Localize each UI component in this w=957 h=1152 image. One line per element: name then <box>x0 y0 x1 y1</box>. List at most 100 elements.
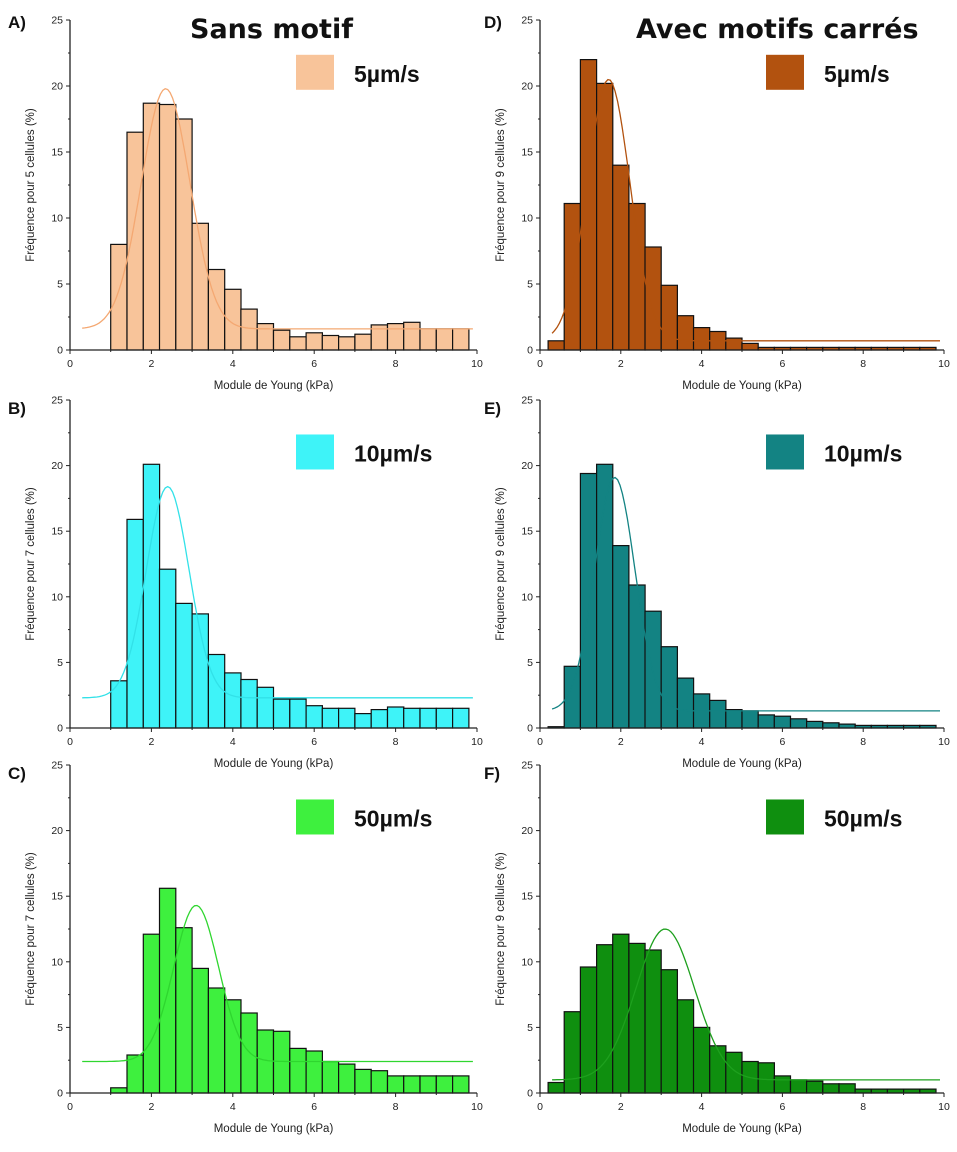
histogram-bar <box>692 327 711 351</box>
histogram-bar <box>126 1054 144 1094</box>
histogram-bar <box>595 82 614 351</box>
legend-swatch <box>296 54 334 90</box>
x-tick-label: 4 <box>230 736 236 748</box>
fit-curve <box>552 928 940 1081</box>
histogram-bar <box>644 246 662 351</box>
histogram-bar <box>403 1075 421 1094</box>
y-tick-label: 10 <box>521 956 533 968</box>
histogram-bar <box>240 1012 258 1094</box>
histogram-bar <box>386 1075 405 1094</box>
y-tick-label: 25 <box>51 760 63 772</box>
histogram-bar <box>289 1047 307 1094</box>
histogram-bar <box>158 103 177 351</box>
histogram-bar <box>644 949 662 1094</box>
x-axis-label: Module de Young (kPa) <box>682 1123 802 1135</box>
panel-label: C) <box>8 764 26 783</box>
y-tick-label: 25 <box>521 15 533 27</box>
histogram-bar <box>757 714 776 729</box>
x-axis-label: Module de Young (kPa) <box>682 758 802 770</box>
histogram-bar <box>789 1079 808 1094</box>
chart-panel-c: 0 5 10 15 20 25 0 2 4 6 8 10 Module de Young (kPa) Fr… <box>8 760 483 1136</box>
legend-swatch <box>766 799 804 835</box>
histogram-bar <box>660 646 679 729</box>
x-tick-label: 2 <box>148 358 154 370</box>
x-tick-label: 10 <box>471 736 483 748</box>
fit-curve <box>82 87 473 330</box>
histogram-bar <box>419 1075 437 1094</box>
histogram-bar <box>725 1051 743 1094</box>
y-tick-label: 25 <box>521 760 533 772</box>
histogram-bar <box>435 1075 454 1094</box>
histogram-bar <box>595 944 614 1094</box>
legend-label: 5µm/s <box>354 61 420 87</box>
x-tick-label: 0 <box>67 736 73 748</box>
x-tick-label: 2 <box>618 736 624 748</box>
histogram-bar <box>110 243 128 351</box>
histogram-bar <box>773 1075 792 1094</box>
y-tick-label: 5 <box>57 1022 63 1034</box>
panel-label: F) <box>484 764 500 783</box>
x-tick-label: 10 <box>938 358 950 370</box>
y-tick-label: 0 <box>527 345 533 357</box>
histogram-bar <box>207 987 226 1094</box>
x-tick-label: 8 <box>860 358 866 370</box>
fit-curve <box>551 78 940 342</box>
fit-curve <box>82 904 473 1063</box>
histogram-bar <box>386 706 405 729</box>
x-tick-label: 0 <box>67 1101 73 1113</box>
y-tick-label: 15 <box>521 891 533 903</box>
histogram-bar <box>822 722 840 729</box>
histogram-bar <box>547 1081 565 1094</box>
histogram-bar <box>305 705 324 729</box>
x-tick-label: 8 <box>393 358 399 370</box>
y-tick-label: 25 <box>521 395 533 407</box>
y-axis-label: Fréquence pour 5 cellules (%) <box>25 108 37 262</box>
x-tick-label: 10 <box>471 358 483 370</box>
histogram-bar <box>224 999 242 1094</box>
histogram-bar <box>321 1060 340 1094</box>
chart-panel-b: 0 5 10 15 20 25 0 2 4 6 8 10 Module de Young (kPa) Fr… <box>8 395 483 771</box>
histogram-bar <box>773 715 792 729</box>
x-tick-label: 2 <box>618 358 624 370</box>
histogram-bar <box>628 584 646 729</box>
column-title-avec-motifs: Avec motifs carrés <box>636 14 919 45</box>
legend-swatch <box>766 434 804 470</box>
y-tick-label: 5 <box>57 657 63 669</box>
histogram-bar <box>354 712 372 729</box>
histogram-bar <box>838 1083 856 1094</box>
chart-panel-d: 0 5 10 15 20 25 0 2 4 6 8 10 Module de Young (kPa) Fr… <box>484 13 950 392</box>
histogram-bar <box>175 602 193 729</box>
y-tick-label: 10 <box>51 591 63 603</box>
x-axis-label: Module de Young (kPa) <box>214 758 334 770</box>
histogram-bar <box>142 463 161 729</box>
histogram-bar <box>110 1087 128 1094</box>
y-tick-label: 25 <box>51 15 63 27</box>
histogram-bar <box>354 333 372 351</box>
legend-swatch <box>766 54 804 90</box>
x-axis-label: Module de Young (kPa) <box>214 1123 334 1135</box>
y-tick-label: 5 <box>527 657 533 669</box>
histogram-bar <box>612 164 630 351</box>
x-tick-label: 0 <box>537 736 543 748</box>
histogram-bar <box>272 329 291 351</box>
y-tick-label: 10 <box>51 956 63 968</box>
histogram-bar <box>563 202 582 351</box>
y-tick-label: 0 <box>527 723 533 735</box>
histogram-bar <box>660 969 679 1094</box>
y-tick-label: 0 <box>527 1088 533 1100</box>
y-tick-label: 15 <box>51 526 63 538</box>
histogram-bar <box>676 677 695 729</box>
x-tick-label: 6 <box>779 1101 785 1113</box>
y-tick-label: 0 <box>57 723 63 735</box>
y-tick-label: 20 <box>51 460 63 472</box>
x-tick-label: 10 <box>938 1101 950 1113</box>
x-tick-label: 2 <box>618 1101 624 1113</box>
histogram-bar <box>370 1070 389 1094</box>
histogram-bar <box>709 699 727 729</box>
x-tick-label: 6 <box>779 358 785 370</box>
histogram-bar <box>289 698 307 729</box>
x-axis-label: Module de Young (kPa) <box>682 380 802 392</box>
x-tick-label: 4 <box>230 1101 236 1113</box>
histogram-bar <box>207 653 226 729</box>
